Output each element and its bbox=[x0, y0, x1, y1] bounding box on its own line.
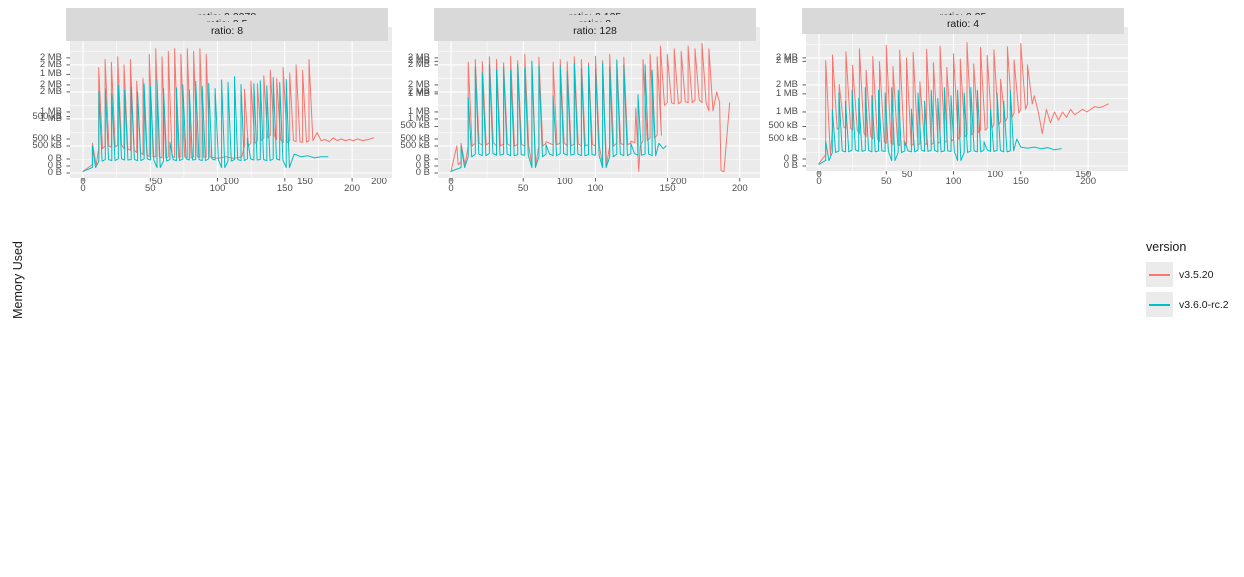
legend-entry-v3-5-20: v3.5.20 bbox=[1146, 262, 1229, 287]
y-tick-label: 1 MB bbox=[39, 112, 62, 124]
facet-panel bbox=[802, 34, 1128, 175]
y-tick-label: 0 B bbox=[415, 167, 430, 178]
y-tick-label: 0 B bbox=[415, 160, 430, 171]
legend-key-line bbox=[1149, 303, 1170, 306]
y-tick-label: 2 MB bbox=[407, 51, 430, 63]
y-tick-label: 2 MB bbox=[775, 55, 798, 67]
y-tick-label: 500 kB bbox=[400, 139, 430, 151]
x-tick-label: 100 bbox=[945, 176, 962, 187]
x-tick-label: 200 bbox=[371, 176, 387, 187]
x-tick-label: 150 bbox=[659, 183, 676, 194]
y-tick-label: 1 MB bbox=[39, 105, 62, 117]
y-tick-label: 1 MB bbox=[407, 87, 430, 99]
y-tick-label: 0 B bbox=[47, 153, 62, 164]
y-tick-label: 1 MB bbox=[407, 105, 430, 117]
x-tick-label: 50 bbox=[151, 176, 163, 187]
y-tick-label: 2 MB bbox=[407, 85, 430, 97]
x-tick-label: 150 bbox=[1075, 169, 1092, 180]
y-tick-label: 1 MB bbox=[775, 105, 798, 117]
x-tick-label: 200 bbox=[731, 183, 748, 194]
y-tick-label: 500 kB bbox=[400, 120, 430, 132]
series-line-v3-5-20 bbox=[818, 42, 1109, 164]
facet-strip-label: ratio: 128 bbox=[434, 22, 756, 41]
y-tick-label: 500 kB bbox=[32, 132, 62, 144]
y-tick-label: 2 MB bbox=[775, 78, 798, 90]
legend-key-swatch bbox=[1146, 262, 1173, 287]
y-tick-label: 2 MB bbox=[39, 78, 62, 90]
x-tick-label: 150 bbox=[276, 183, 293, 194]
legend-key-line bbox=[1149, 273, 1170, 276]
facet-panel bbox=[66, 41, 392, 182]
legend-entry-label: v3.6.0-rc.2 bbox=[1179, 298, 1229, 311]
legend-title: version bbox=[1146, 240, 1187, 254]
facet-strip-label: ratio: 8 bbox=[66, 22, 388, 41]
x-tick-label: 150 bbox=[1012, 176, 1029, 187]
legend: version v3.5.20 v3.6.0-rc.2 bbox=[1146, 240, 1229, 322]
y-tick-label: 2 MB bbox=[39, 58, 62, 70]
y-tick-label: 2 MB bbox=[407, 78, 430, 90]
legend-key-swatch bbox=[1146, 292, 1173, 317]
x-tick-label: 100 bbox=[987, 169, 1004, 180]
x-tick-label: 100 bbox=[556, 176, 573, 187]
series-line-v3-6-0-rc-2 bbox=[450, 59, 667, 172]
y-tick-label: 0 B bbox=[47, 167, 62, 178]
x-tick-label: 100 bbox=[223, 176, 239, 187]
x-tick-label: 200 bbox=[1080, 176, 1096, 187]
y-tick-label: 2 MB bbox=[39, 51, 62, 63]
x-tick-label: 150 bbox=[297, 176, 313, 187]
y-tick-label: 0 B bbox=[783, 153, 798, 164]
y-tick-label: 500 kB bbox=[400, 132, 430, 144]
facet-strip-label: ratio: 4 bbox=[802, 15, 1124, 34]
legend-entry-label: v3.5.20 bbox=[1179, 268, 1214, 281]
y-tick-label: 0 B bbox=[415, 153, 430, 164]
y-tick-label: 2 MB bbox=[775, 51, 798, 63]
x-tick-label: 50 bbox=[144, 183, 156, 194]
x-tick-label: 0 bbox=[448, 183, 454, 194]
y-tick-label: 1 MB bbox=[775, 87, 798, 99]
series-line-v3-6-0-rc-2 bbox=[818, 87, 1062, 165]
x-axis-labels: 0 50 100 150 200 bbox=[434, 182, 756, 196]
y-tick-label: 0 B bbox=[783, 160, 798, 171]
y-tick-label: 2 MB bbox=[39, 85, 62, 97]
x-tick-label: 50 bbox=[901, 169, 913, 180]
y-tick-label: 1 MB bbox=[39, 68, 62, 80]
y-tick-label: 500 kB bbox=[32, 139, 62, 151]
facet-panel bbox=[434, 41, 760, 182]
y-tick-label: 0 B bbox=[47, 160, 62, 171]
x-axis-labels: 0 50 100 150 200 bbox=[66, 182, 388, 196]
y-tick-label: 500 kB bbox=[768, 132, 798, 144]
x-tick-label: 0 bbox=[816, 176, 822, 187]
series-line-v3-6-0-rc-2 bbox=[82, 76, 329, 172]
y-tick-label: 1 MB bbox=[407, 112, 430, 124]
x-tick-label: 50 bbox=[517, 183, 529, 194]
x-tick-label: 50 bbox=[880, 176, 892, 187]
y-axis-title: Memory Used bbox=[11, 241, 25, 319]
y-tick-label: 500 kB bbox=[768, 120, 798, 132]
x-axis-labels: 0 50 100 150 200 bbox=[802, 175, 1124, 189]
legend-items: v3.5.20 v3.6.0-rc.2 bbox=[1146, 262, 1229, 317]
y-tick-label: 2 MB bbox=[407, 55, 430, 67]
x-tick-label: 100 bbox=[587, 183, 604, 194]
x-tick-label: 200 bbox=[344, 183, 360, 194]
y-tick-label: 500 kB bbox=[32, 110, 62, 122]
y-tick-label: 2 MB bbox=[407, 58, 430, 70]
legend-entry-v3-6-0-rc-2: v3.6.0-rc.2 bbox=[1146, 292, 1229, 317]
x-tick-label: 0 bbox=[80, 183, 86, 194]
x-tick-label: 200 bbox=[670, 176, 687, 187]
x-tick-label: 100 bbox=[209, 183, 226, 194]
